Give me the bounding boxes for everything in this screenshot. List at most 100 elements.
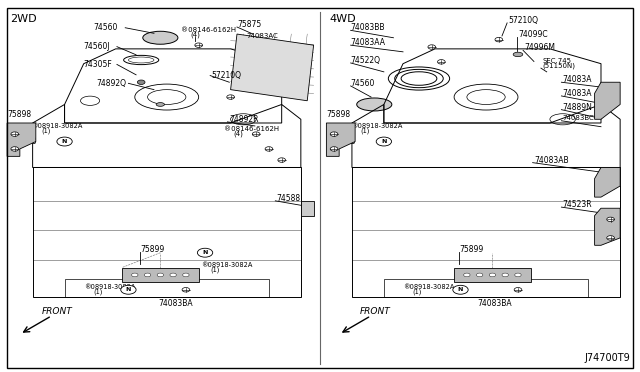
Circle shape [376, 137, 392, 146]
Text: 74083BB: 74083BB [351, 23, 385, 32]
Text: ®08918-3082A: ®08918-3082A [84, 284, 135, 290]
Text: 74892R: 74892R [229, 115, 259, 124]
Text: (1): (1) [93, 288, 102, 295]
Text: 74560: 74560 [351, 79, 375, 88]
Circle shape [121, 285, 136, 294]
Text: 57210Q: 57210Q [508, 16, 538, 25]
Text: 74892Q: 74892Q [97, 79, 127, 88]
Circle shape [464, 273, 470, 277]
Circle shape [476, 273, 483, 277]
Circle shape [57, 137, 72, 146]
Circle shape [11, 132, 19, 137]
Text: FRONT: FRONT [360, 307, 390, 316]
Circle shape [330, 147, 338, 151]
Text: N: N [202, 250, 208, 255]
Polygon shape [326, 123, 355, 156]
Ellipse shape [513, 52, 523, 57]
Ellipse shape [143, 31, 178, 44]
Circle shape [502, 273, 508, 277]
Text: 74523R: 74523R [563, 200, 592, 209]
Circle shape [145, 273, 151, 277]
Text: 74588: 74588 [276, 195, 301, 203]
Text: 75898: 75898 [7, 110, 31, 119]
Polygon shape [7, 123, 36, 156]
Text: (1): (1) [360, 128, 370, 134]
Text: J74700T9: J74700T9 [584, 353, 630, 363]
Text: N: N [381, 139, 387, 144]
Text: 74083AA: 74083AA [351, 38, 386, 48]
Text: 75899: 75899 [460, 244, 483, 253]
Text: 74560: 74560 [93, 23, 118, 32]
Text: 74083BC: 74083BC [563, 115, 595, 121]
Text: 4WD: 4WD [330, 14, 356, 24]
Text: 75898: 75898 [326, 110, 351, 119]
Polygon shape [595, 208, 620, 245]
Ellipse shape [156, 103, 164, 106]
Circle shape [428, 45, 436, 49]
Polygon shape [122, 267, 198, 282]
Circle shape [132, 273, 138, 277]
Text: 57210Q: 57210Q [211, 71, 241, 80]
Text: 75875: 75875 [237, 20, 261, 29]
Circle shape [278, 158, 285, 162]
Text: (4): (4) [190, 32, 200, 38]
Circle shape [227, 95, 234, 99]
Text: 74083A: 74083A [563, 75, 592, 84]
Text: N: N [125, 287, 131, 292]
Circle shape [265, 147, 273, 151]
Polygon shape [595, 167, 620, 197]
Text: 74083BA: 74083BA [159, 299, 193, 308]
Text: ®08146-6162H: ®08146-6162H [224, 126, 279, 132]
Ellipse shape [138, 80, 145, 84]
Text: 74083AC: 74083AC [246, 33, 278, 39]
Circle shape [182, 273, 189, 277]
Circle shape [157, 273, 164, 277]
Text: FRONT: FRONT [42, 307, 73, 316]
Circle shape [515, 273, 521, 277]
Text: ®08146-6162H: ®08146-6162H [180, 28, 236, 33]
Text: (4): (4) [234, 130, 244, 137]
Text: 74305F: 74305F [84, 60, 113, 69]
Text: (51150N): (51150N) [542, 62, 575, 69]
Text: 74083A: 74083A [563, 89, 592, 98]
Text: 75899: 75899 [140, 244, 164, 253]
Polygon shape [595, 82, 620, 119]
Text: 74083B: 74083B [326, 137, 356, 146]
Text: ®08918-3082A: ®08918-3082A [351, 123, 402, 129]
Circle shape [438, 60, 445, 64]
Text: 74996M: 74996M [524, 43, 556, 52]
Circle shape [514, 288, 522, 292]
Text: 74560J: 74560J [84, 42, 110, 51]
Circle shape [607, 235, 614, 240]
Text: SEC.745: SEC.745 [542, 58, 572, 64]
Polygon shape [301, 201, 314, 216]
Text: N: N [458, 287, 463, 292]
Text: (1): (1) [211, 266, 220, 273]
Text: 74083BA: 74083BA [477, 299, 513, 308]
Text: 74522Q: 74522Q [351, 56, 381, 65]
Circle shape [170, 273, 176, 277]
Text: ®08918-3082A: ®08918-3082A [201, 262, 253, 267]
Text: ®08918-3082A: ®08918-3082A [31, 123, 83, 129]
Text: 74083AB: 74083AB [534, 155, 568, 164]
Circle shape [330, 132, 338, 137]
Ellipse shape [356, 98, 392, 111]
Text: ®08918-3082A: ®08918-3082A [403, 284, 454, 290]
Polygon shape [230, 34, 314, 101]
Text: 74889N: 74889N [563, 103, 593, 112]
Circle shape [453, 285, 468, 294]
Text: 74083B: 74083B [7, 137, 36, 146]
Text: 2WD: 2WD [10, 14, 37, 24]
Text: (1): (1) [41, 128, 51, 134]
Circle shape [495, 37, 502, 42]
Text: (1): (1) [413, 288, 422, 295]
Circle shape [182, 288, 189, 292]
Text: 74099C: 74099C [518, 29, 548, 39]
Polygon shape [454, 267, 531, 282]
Circle shape [11, 147, 19, 151]
Circle shape [489, 273, 495, 277]
Text: N: N [62, 139, 67, 144]
Circle shape [252, 132, 260, 137]
Circle shape [197, 248, 212, 257]
Circle shape [607, 217, 614, 222]
